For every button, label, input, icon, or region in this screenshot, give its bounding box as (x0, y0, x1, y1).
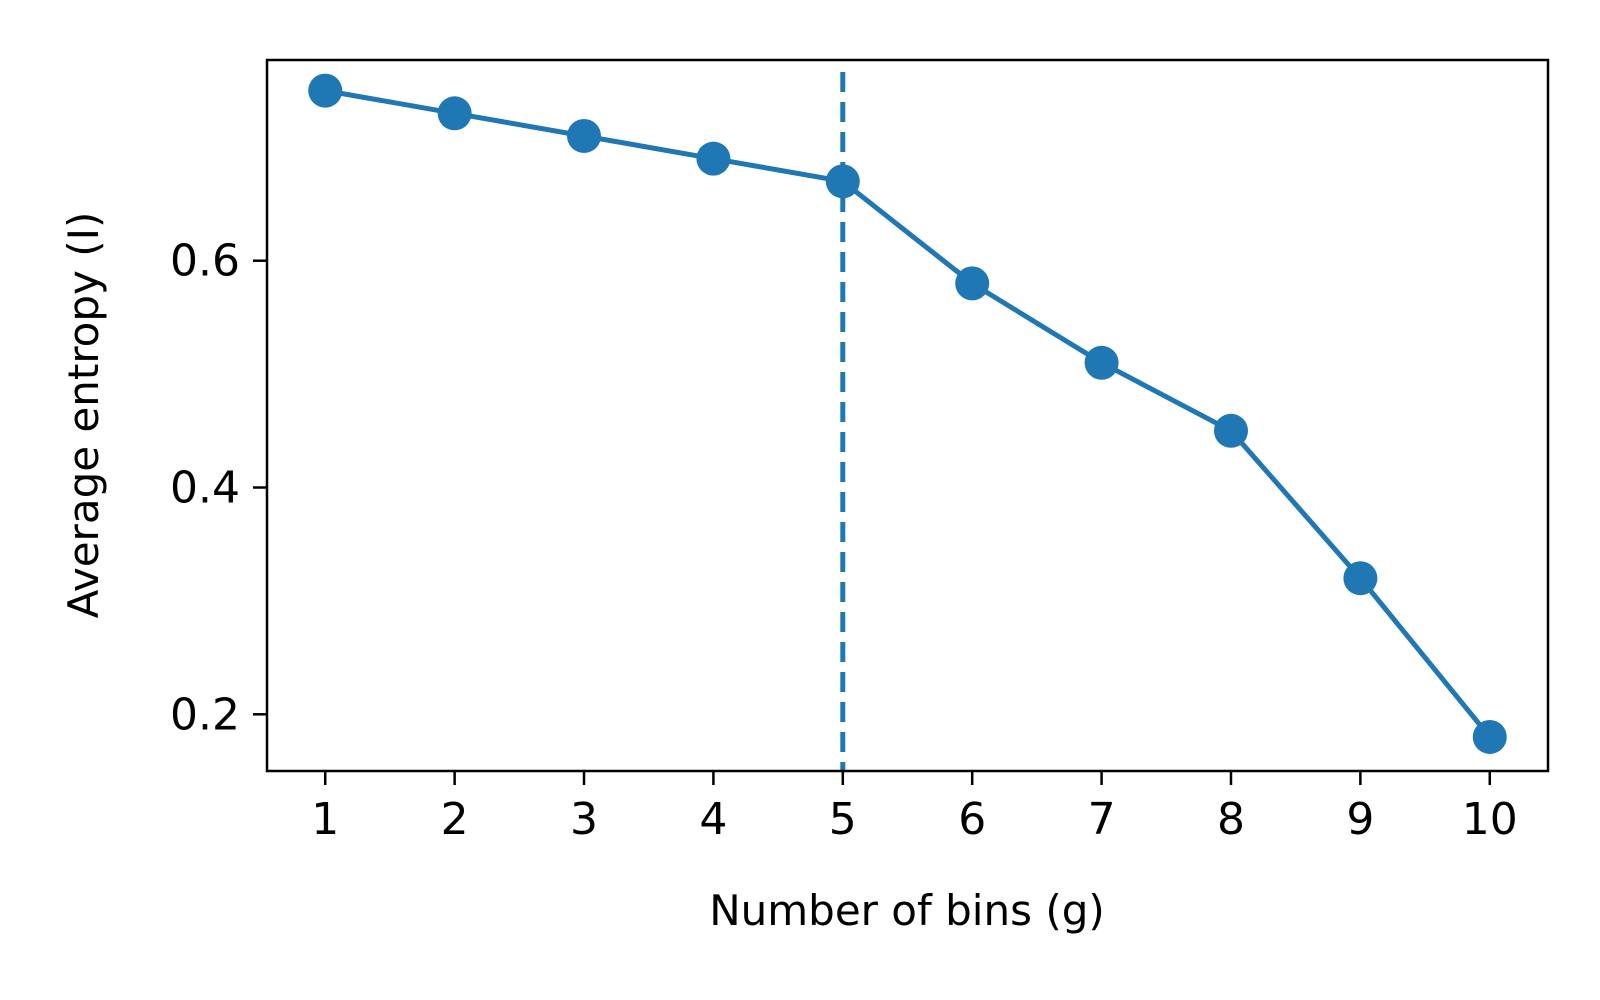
series-line (324, 88, 1492, 739)
data-point (696, 141, 731, 176)
x-tick-label: 8 (1217, 794, 1245, 845)
x-tick-label: 4 (699, 794, 727, 845)
data-point (1472, 719, 1507, 754)
x-axis-label: Number of bins (g) (709, 886, 1105, 935)
y-tick-label: 0.6 (170, 236, 240, 287)
x-tick-label: 5 (829, 794, 857, 845)
plot-layer (308, 72, 1507, 771)
y-axis-ticks: 0.2 0.4 0.6 (170, 236, 267, 740)
y-tick-label: 0.2 (170, 689, 240, 740)
x-tick-label: 9 (1346, 794, 1374, 845)
x-axis-ticks: 1 2 3 4 5 6 7 8 9 10 (311, 771, 1518, 845)
x-tick-label: 6 (958, 794, 986, 845)
x-tick-label: 3 (570, 794, 598, 845)
data-point (437, 96, 472, 131)
y-tick-label: 0.4 (170, 463, 240, 514)
plot-frame (265, 58, 1550, 773)
x-tick-label: 2 (441, 794, 469, 845)
data-point (955, 266, 990, 301)
x-tick-label: 1 (311, 794, 339, 845)
data-point (1343, 561, 1378, 596)
data-point (1213, 413, 1248, 448)
data-point (567, 118, 602, 153)
x-tick-label: 10 (1462, 794, 1518, 845)
y-axis-label: Average entropy (I) (59, 212, 108, 619)
data-point (825, 164, 860, 199)
data-point (1084, 345, 1119, 380)
x-tick-label: 7 (1088, 794, 1116, 845)
data-point (308, 73, 343, 108)
